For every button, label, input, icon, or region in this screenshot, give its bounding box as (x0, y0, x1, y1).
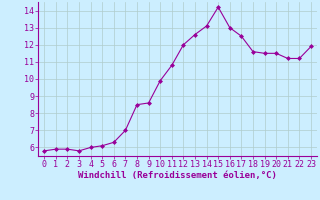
X-axis label: Windchill (Refroidissement éolien,°C): Windchill (Refroidissement éolien,°C) (78, 171, 277, 180)
